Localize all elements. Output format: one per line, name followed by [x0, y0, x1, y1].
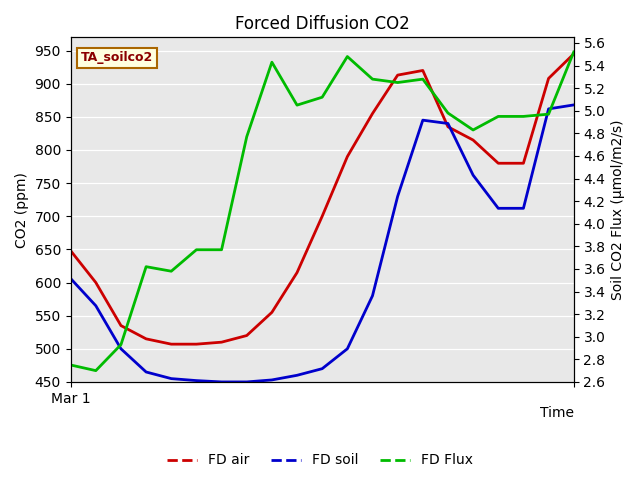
Y-axis label: Soil CO2 Flux (μmol/m2/s): Soil CO2 Flux (μmol/m2/s): [611, 120, 625, 300]
Text: Time: Time: [540, 406, 573, 420]
Title: Forced Diffusion CO2: Forced Diffusion CO2: [235, 15, 410, 33]
Y-axis label: CO2 (ppm): CO2 (ppm): [15, 172, 29, 248]
Text: TA_soilco2: TA_soilco2: [81, 51, 153, 64]
Legend: FD air, FD soil, FD Flux: FD air, FD soil, FD Flux: [161, 448, 479, 473]
